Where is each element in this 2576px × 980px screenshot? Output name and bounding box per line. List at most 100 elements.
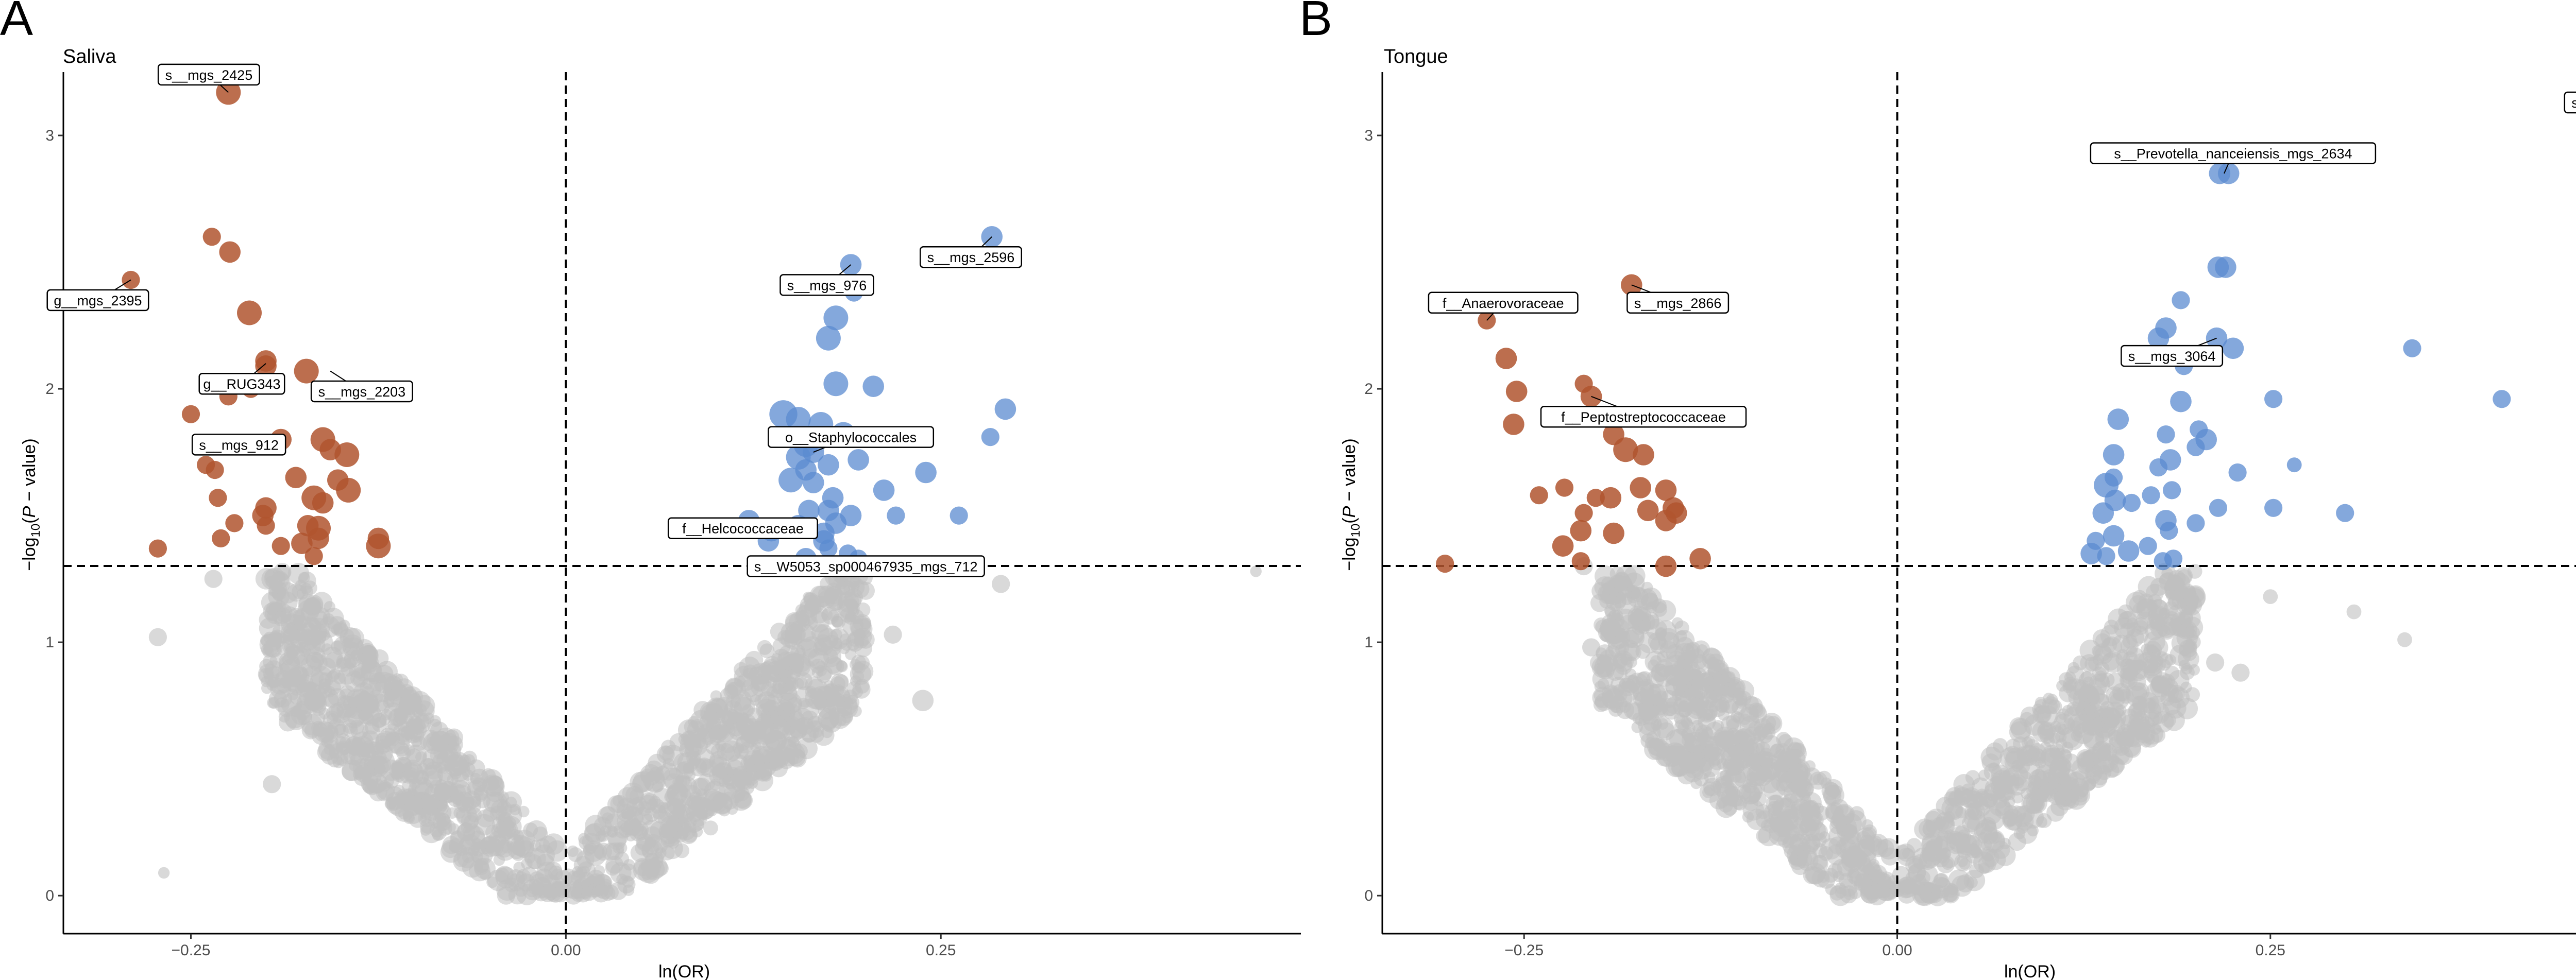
ns-point	[664, 773, 683, 792]
sig-point-positive	[2097, 547, 2115, 565]
panel-letter: B	[1299, 0, 1332, 46]
ns-point	[776, 704, 791, 720]
ns-point	[1801, 771, 1812, 783]
ns-point	[2096, 765, 2112, 780]
ns-point	[575, 866, 587, 878]
ns-point	[826, 692, 848, 714]
ns-point	[533, 826, 548, 841]
ns-point	[343, 707, 365, 729]
y-axis-label-paren: (	[20, 518, 39, 524]
ns-point	[1704, 771, 1716, 783]
sig-point-negative	[1503, 414, 1524, 435]
ns-point	[1643, 592, 1658, 607]
sig-point-positive	[2403, 339, 2421, 357]
ns-point	[2027, 775, 2042, 790]
ns-point	[402, 779, 417, 794]
ns-point	[1665, 704, 1677, 716]
ns-point	[884, 625, 902, 644]
ns-point	[992, 575, 1010, 593]
label-box	[768, 426, 935, 448]
y-axis-label: −log10(P − value)	[1340, 438, 1363, 571]
sig-point-negative	[1574, 504, 1593, 522]
ns-point	[2397, 632, 2412, 647]
ns-point	[434, 783, 452, 801]
ns-point	[1705, 736, 1726, 758]
sig-point-negative	[202, 228, 221, 246]
taxon-label: s__mgs_2425	[157, 63, 260, 93]
ns-point	[2144, 631, 2165, 653]
label-box	[2090, 142, 2377, 164]
ns-point	[1710, 677, 1728, 695]
ns-point	[1957, 844, 1972, 859]
ns-point	[2021, 793, 2043, 814]
ns-point	[2077, 759, 2093, 774]
label-text: s__mgs_2203	[318, 384, 406, 400]
sig-point-negative	[1495, 348, 1517, 369]
ns-point	[743, 750, 765, 772]
ns-point	[2079, 684, 2097, 702]
sig-point-negative	[1613, 437, 1638, 462]
y-tick-label: 1	[45, 634, 54, 651]
sig-point-negative	[291, 532, 313, 554]
sig-point-negative	[1436, 555, 1454, 573]
ns-point	[1919, 851, 1937, 870]
sig-point-negative	[294, 358, 319, 384]
reference-lines	[63, 72, 1301, 934]
ns-point	[1702, 786, 1714, 798]
label-box	[191, 434, 286, 456]
ns-point	[585, 842, 597, 854]
taxon-labels: s__mgs_3358 s__Prevotella_nanceiensis_mgs…	[1428, 91, 2576, 428]
sig-point-positive	[778, 468, 804, 493]
ns-point	[325, 651, 344, 670]
ns-point	[2008, 832, 2026, 851]
sig-point-positive	[915, 461, 937, 484]
ns-point	[1601, 684, 1620, 703]
ns-point	[2040, 741, 2052, 753]
ns-point	[725, 677, 743, 696]
ns-point	[765, 733, 784, 751]
ns-point	[2108, 753, 2120, 766]
ns-point	[1763, 779, 1785, 801]
ns-point	[1922, 823, 1934, 835]
ns-point	[772, 718, 791, 736]
ns-point	[1676, 668, 1688, 680]
ns-point	[1681, 658, 1693, 670]
ns-point	[446, 739, 457, 751]
ns-point	[757, 640, 772, 655]
ns-point	[2005, 747, 2027, 769]
ns-point	[302, 580, 317, 595]
significant-points	[1436, 163, 2511, 577]
sig-point-negative	[308, 527, 329, 549]
ns-point	[1784, 844, 1799, 859]
taxon-label: s__mgs_2203	[310, 370, 413, 403]
ns-point	[264, 660, 283, 679]
ns-point	[1825, 805, 1844, 823]
ns-point	[708, 728, 720, 740]
ns-point	[1975, 801, 1991, 816]
ns-point	[267, 697, 279, 709]
ns-point	[2063, 677, 2078, 692]
ns-point	[387, 719, 399, 731]
taxon-label: s__mgs_2866	[1626, 284, 1730, 314]
ns-point	[734, 791, 753, 810]
ns-point	[1784, 749, 1806, 770]
ns-point	[1746, 809, 1768, 830]
ns-point	[350, 689, 372, 711]
sig-point-negative	[1655, 479, 1677, 501]
ns-point	[470, 768, 489, 787]
label-text: f__Peptostreptococcaceae	[1561, 409, 1726, 425]
ns-point	[807, 648, 829, 669]
sig-point-negative	[257, 517, 275, 535]
ns-point	[1643, 713, 1662, 732]
sig-point-positive	[2154, 552, 2172, 571]
ns-point	[1645, 651, 1667, 673]
axes: 0 1 2 3 −0.25 0.00 0.25	[45, 72, 1301, 959]
label-box	[667, 517, 818, 539]
y-axis-label-subscript: 10	[1349, 524, 1363, 538]
sig-point-negative	[1571, 552, 1590, 571]
nonsignificant-points	[1574, 557, 2412, 906]
ns-point	[535, 868, 553, 887]
ns-point	[341, 749, 355, 765]
ns-point	[637, 801, 652, 816]
ns-point	[1730, 771, 1742, 783]
